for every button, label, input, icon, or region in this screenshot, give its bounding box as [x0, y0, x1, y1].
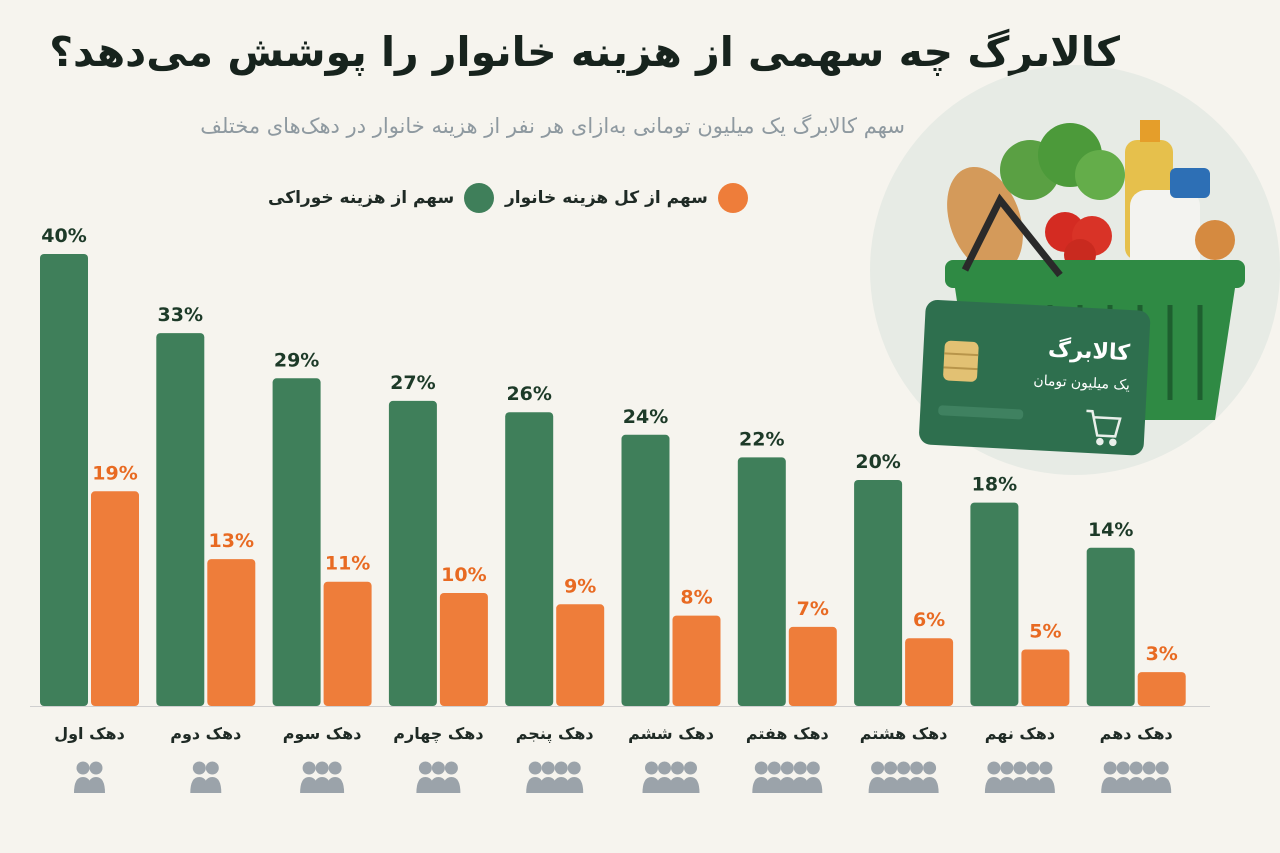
category-label-7: دهک هفتم [746, 724, 829, 743]
data-label-food-4: 27% [390, 372, 435, 394]
people-icon-4 [416, 761, 461, 793]
bar-food-9 [970, 502, 1019, 706]
people-icon-7 [752, 761, 823, 793]
data-label-food-10: 14% [1088, 519, 1133, 541]
data-label-total-6: 8% [680, 587, 712, 609]
legend-item-food: سهم از هزینه خوراکی [268, 183, 495, 213]
people-icon-2 [190, 761, 222, 793]
bar-food-10 [1086, 547, 1135, 706]
bar-total-4 [439, 593, 488, 706]
bar-food-3 [272, 378, 321, 706]
people-icon-3 [300, 761, 345, 793]
data-label-food-7: 22% [739, 428, 784, 450]
bar-food-7 [737, 457, 786, 706]
bar-total-10 [1137, 672, 1186, 706]
category-label-5: دهک پنجم [516, 724, 594, 744]
bar-total-2 [207, 559, 256, 706]
category-label-8: دهک هشتم [860, 724, 948, 743]
data-label-food-8: 20% [855, 451, 900, 473]
people-icon-1 [74, 761, 105, 793]
category-label-6: دهک ششم [628, 724, 714, 743]
data-label-food-9: 18% [972, 474, 1017, 496]
data-label-total-7: 7% [797, 598, 829, 620]
people-icon-6 [642, 761, 700, 793]
bar-total-3 [323, 581, 372, 706]
page-title: کالابرگ چه سهمی از هزینه خانوار را پوشش … [49, 28, 1120, 76]
data-label-food-1: 40% [41, 225, 86, 247]
legend-swatch-total [717, 183, 748, 213]
data-label-food-6: 24% [623, 406, 668, 428]
data-label-total-3: 11% [325, 553, 370, 575]
data-label-food-3: 29% [274, 349, 319, 371]
data-label-food-2: 33% [158, 304, 203, 326]
data-label-total-8: 6% [913, 609, 945, 631]
data-label-total-2: 13% [209, 530, 254, 552]
category-label-9: دهک نهم [985, 724, 1055, 743]
chart-legend: سهم از هزینه خوراکی سهم از کل هزینه خانو… [0, 183, 1280, 223]
card-icon [919, 299, 1151, 456]
bar-food-4 [388, 400, 437, 706]
category-label-1: دهک اول [54, 724, 125, 743]
data-label-total-10: 3% [1146, 643, 1178, 665]
bar-total-1 [91, 491, 139, 706]
bar-food-2 [156, 333, 205, 706]
data-label-total-9: 5% [1029, 621, 1061, 643]
cart-icon [1086, 409, 1122, 447]
people-icon-8 [868, 761, 939, 793]
bar-food-6 [621, 434, 670, 706]
bar-food-1 [40, 254, 88, 706]
people-icon-9 [984, 761, 1055, 793]
bar-total-9 [1021, 649, 1070, 706]
bar-food-8 [854, 480, 903, 706]
bar-total-7 [788, 626, 837, 706]
bar-total-8 [905, 638, 954, 706]
people-icon-10 [1101, 761, 1172, 793]
category-label-4: دهک چهارم [393, 724, 483, 744]
page-subtitle: سهم کالابرگ یک میلیون تومانی به‌ازای هر … [200, 114, 905, 138]
legend-swatch-food [464, 183, 495, 213]
category-label-10: دهک دهم [1100, 724, 1173, 743]
category-label-3: دهک سوم [283, 724, 362, 743]
bar-food-5 [505, 412, 554, 706]
category-label-2: دهک دوم [170, 724, 241, 743]
bar-total-6 [672, 615, 721, 706]
data-label-total-1: 19% [92, 462, 137, 484]
people-icon-5 [526, 761, 584, 793]
legend-label-food: سهم از هزینه خوراکی [268, 188, 455, 208]
data-label-total-4: 10% [441, 564, 486, 586]
legend-item-total: سهم از کل هزینه خانوار [505, 183, 748, 213]
legend-label-total: سهم از کل هزینه خانوار [505, 188, 708, 208]
bar-total-5 [556, 604, 605, 706]
data-label-total-5: 9% [564, 575, 596, 597]
data-label-food-5: 26% [506, 383, 551, 405]
